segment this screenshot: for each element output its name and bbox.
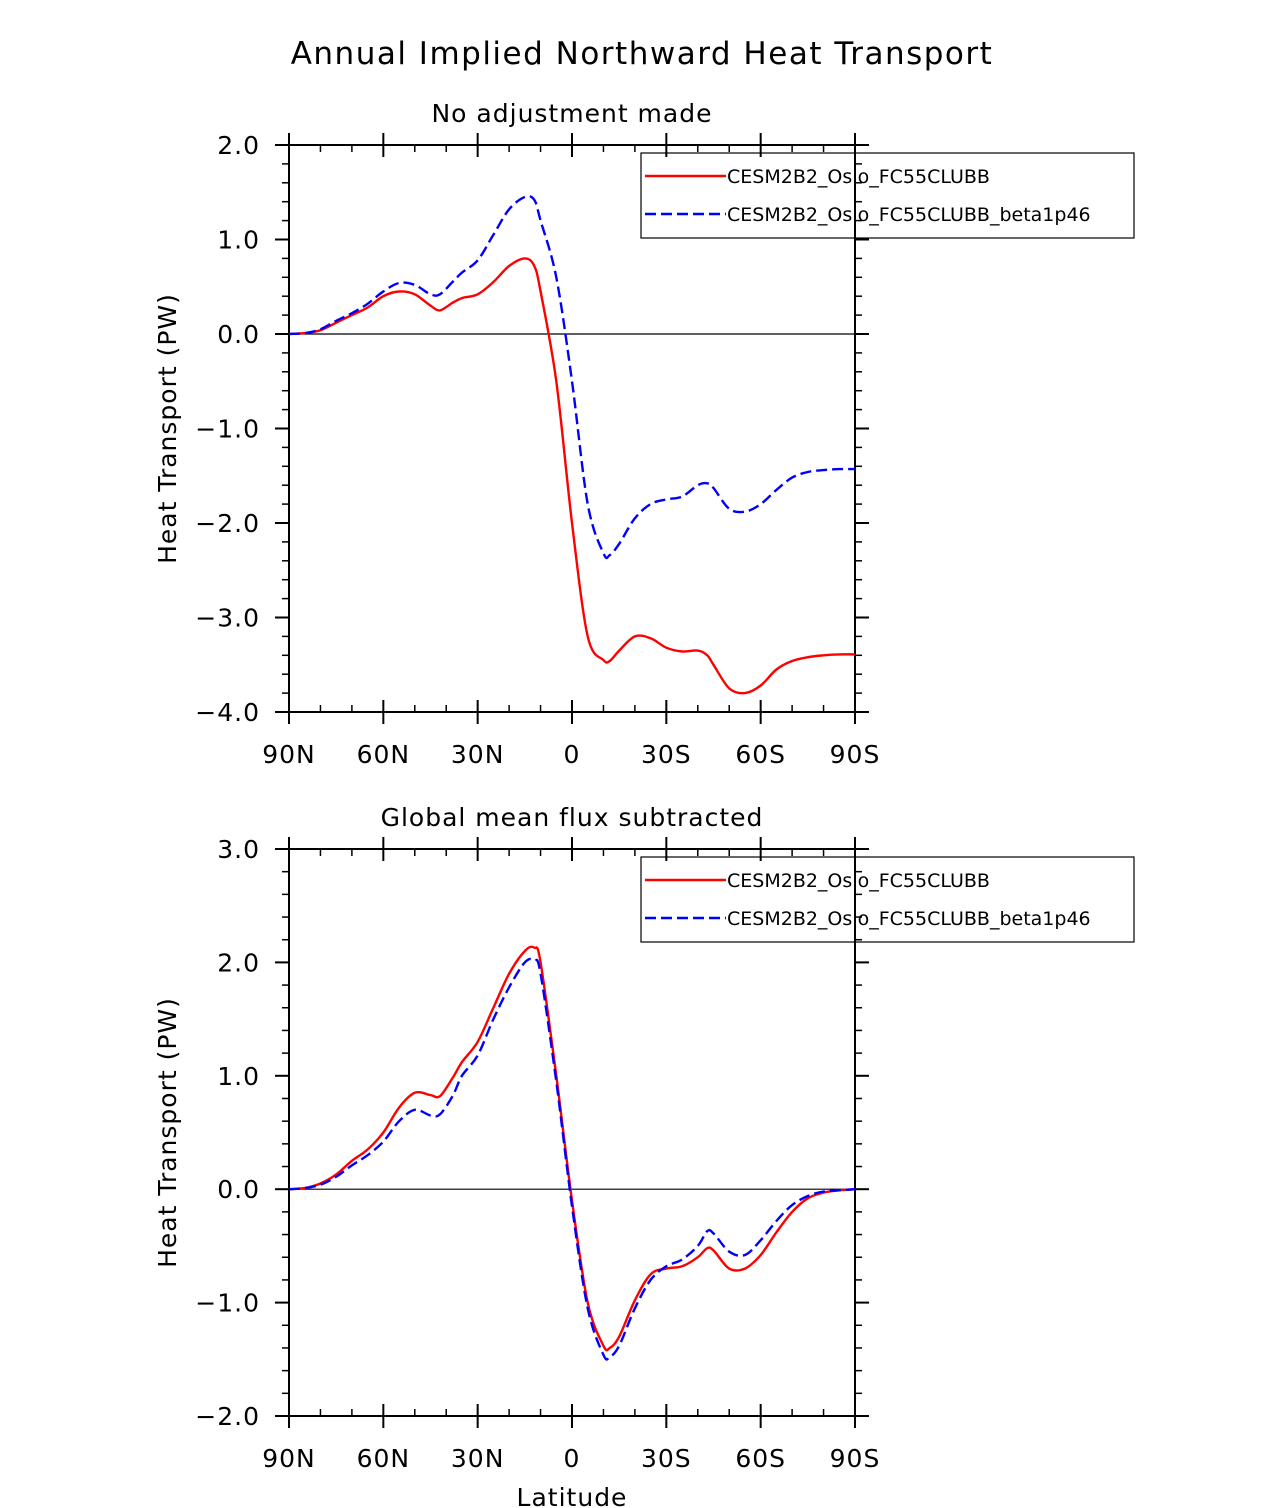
- plot-frame: [288, 144, 856, 713]
- y-tick-label: −1.0: [195, 1289, 260, 1318]
- y-tick-label: 1.0: [217, 226, 260, 255]
- y-tick-label: 1.0: [217, 1062, 260, 1091]
- y-tick-label: 2.0: [217, 131, 260, 160]
- series-line-fc55clubb: [288, 945, 856, 1352]
- y-tick-label: −1.0: [195, 415, 260, 444]
- x-tick-label: 30N: [451, 1444, 505, 1473]
- x-tick-label: 0: [564, 740, 581, 769]
- panel-title: Global mean flux subtracted: [381, 803, 764, 832]
- legend-label: CESM2B2_Oslo_FC55CLUBB_beta1p46: [727, 204, 1091, 226]
- panel-no-adjustment: No adjustment made 90N 60N 30N 0 30S 60S 90S 2.0…: [153, 99, 1135, 769]
- legend-box: [640, 856, 1135, 943]
- x-tick-label: 60N: [357, 1444, 411, 1473]
- legend-label: CESM2B2_Oslo_FC55CLUBB: [727, 870, 990, 892]
- figure-title: Annual Implied Northward Heat Transport: [291, 36, 994, 72]
- x-tick-label: 90N: [262, 1444, 316, 1473]
- x-tick-label: 90N: [262, 740, 316, 769]
- x-tick-label: 60N: [357, 740, 411, 769]
- x-tick-label: 30N: [451, 740, 505, 769]
- y-axis-label: Heat Transport (PW): [153, 997, 182, 1268]
- x-tick-label: 90S: [830, 1444, 881, 1473]
- y-tick-label: 0.0: [217, 320, 260, 349]
- series-line-fc55clubb: [288, 257, 856, 695]
- x-axis-label: Latitude: [517, 1483, 628, 1508]
- legend: CESM2B2_Oslo_FC55CLUBB CESM2B2_Oslo_FC55C…: [640, 856, 1135, 943]
- panel-global-mean-subtracted: Global mean flux subtracted 90N 60N 30N 0 30S…: [153, 803, 1135, 1508]
- panel-title: No adjustment made: [431, 99, 712, 128]
- x-tick-label: 60S: [735, 1444, 786, 1473]
- x-tick-label: 30S: [641, 740, 692, 769]
- y-tick-label: −2.0: [195, 509, 260, 538]
- series-line-fc55clubb-beta1p46: [288, 194, 856, 560]
- x-tick-label: 30S: [641, 1444, 692, 1473]
- legend-label: CESM2B2_Oslo_FC55CLUBB: [727, 166, 990, 188]
- series-line-fc55clubb-beta1p46: [288, 957, 856, 1361]
- x-tick-label: 90S: [830, 740, 881, 769]
- y-tick-label: −2.0: [195, 1402, 260, 1431]
- legend-box: [640, 152, 1135, 239]
- legend: CESM2B2_Oslo_FC55CLUBB CESM2B2_Oslo_FC55C…: [640, 152, 1135, 239]
- y-tick-label: 0.0: [217, 1175, 260, 1204]
- y-tick-label: 2.0: [217, 948, 260, 977]
- y-tick-label: −4.0: [195, 698, 260, 727]
- y-tick-label: −3.0: [195, 604, 260, 633]
- y-axis-label: Heat Transport (PW): [153, 293, 182, 564]
- x-tick-label: 0: [564, 1444, 581, 1473]
- x-tick-label: 60S: [735, 740, 786, 769]
- legend-label: CESM2B2_Oslo_FC55CLUBB_beta1p46: [727, 908, 1091, 930]
- y-tick-label: 3.0: [217, 835, 260, 864]
- plot-frame: [288, 848, 856, 1417]
